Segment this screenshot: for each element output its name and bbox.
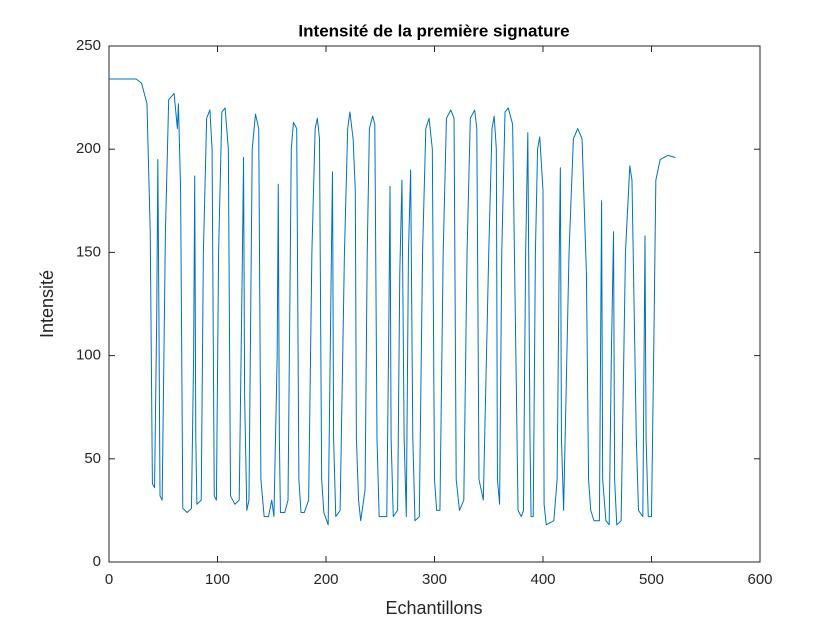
x-tick-label: 100 bbox=[205, 571, 230, 588]
y-tick-label: 250 bbox=[76, 37, 101, 54]
y-tick-label: 50 bbox=[84, 450, 101, 467]
y-tick-label: 100 bbox=[76, 347, 101, 364]
x-tick-label: 300 bbox=[422, 571, 447, 588]
data-line bbox=[109, 78, 676, 526]
x-axis-label: Echantillons bbox=[385, 598, 482, 618]
x-tick-label: 0 bbox=[105, 571, 113, 588]
y-tick-label: 150 bbox=[76, 243, 101, 260]
x-tick-label: 200 bbox=[313, 571, 338, 588]
x-tick-label: 500 bbox=[639, 571, 664, 588]
y-tick-label: 200 bbox=[76, 140, 101, 157]
chart-title: Intensité de la première signature bbox=[298, 21, 569, 40]
y-axis-label: Intensité bbox=[37, 270, 57, 338]
x-tick-label: 400 bbox=[530, 571, 555, 588]
x-tick-label: 600 bbox=[747, 571, 772, 588]
y-tick-label: 0 bbox=[93, 553, 101, 570]
